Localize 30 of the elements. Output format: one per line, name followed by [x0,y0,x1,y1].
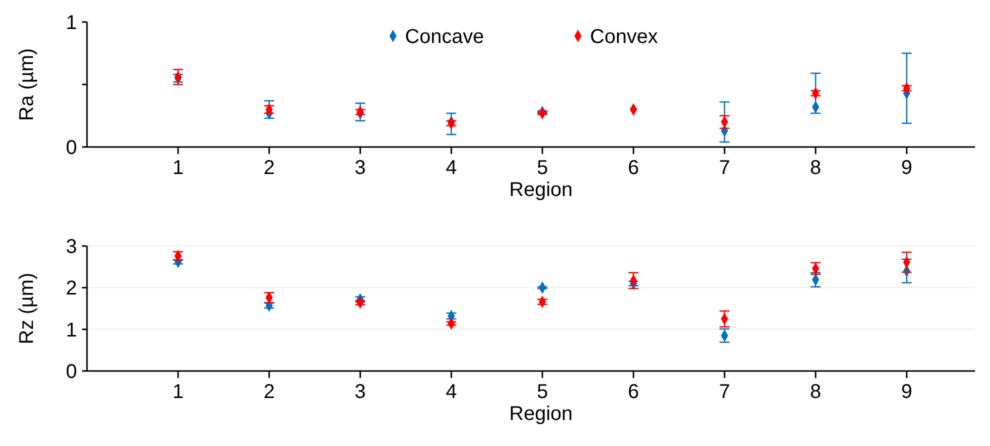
x-tick-label: 4 [446,157,457,179]
x-tick-label: 8 [810,157,822,179]
x-tick-label: 1 [172,157,184,179]
y-tick-label: 0 [66,361,77,383]
x-tick-label: 9 [901,381,912,403]
x-axis-title: Region [509,179,573,201]
x-tick-label: 3 [354,157,366,179]
y-axis-title: Rz (µm) [16,272,38,344]
legend-label: Convex [590,26,658,48]
x-tick-label: 5 [536,157,548,179]
y-tick-label: 1 [66,319,77,342]
y-tick-label: 3 [66,236,77,258]
x-tick-label: 6 [628,381,640,403]
x-tick-label: 2 [264,381,275,403]
x-tick-label: 5 [536,381,548,403]
y-tick-label: 1 [66,12,77,34]
x-tick-label: 8 [810,381,822,403]
x-tick-label: 6 [628,157,640,179]
x-tick-label: 3 [354,381,366,403]
x-tick-label: 2 [264,157,275,179]
y-axis-title: Ra (µm) [16,48,38,121]
y-tick-label: 2 [66,278,77,300]
x-tick-label: 4 [446,381,457,403]
legend-label: Concave [405,26,484,48]
x-tick-label: 1 [172,381,184,403]
x-axis-title: Region [509,403,573,425]
x-tick-label: 9 [901,157,912,179]
y-tick-label: 0 [66,137,77,159]
x-tick-label: 7 [718,157,730,179]
x-tick-label: 7 [718,381,730,403]
